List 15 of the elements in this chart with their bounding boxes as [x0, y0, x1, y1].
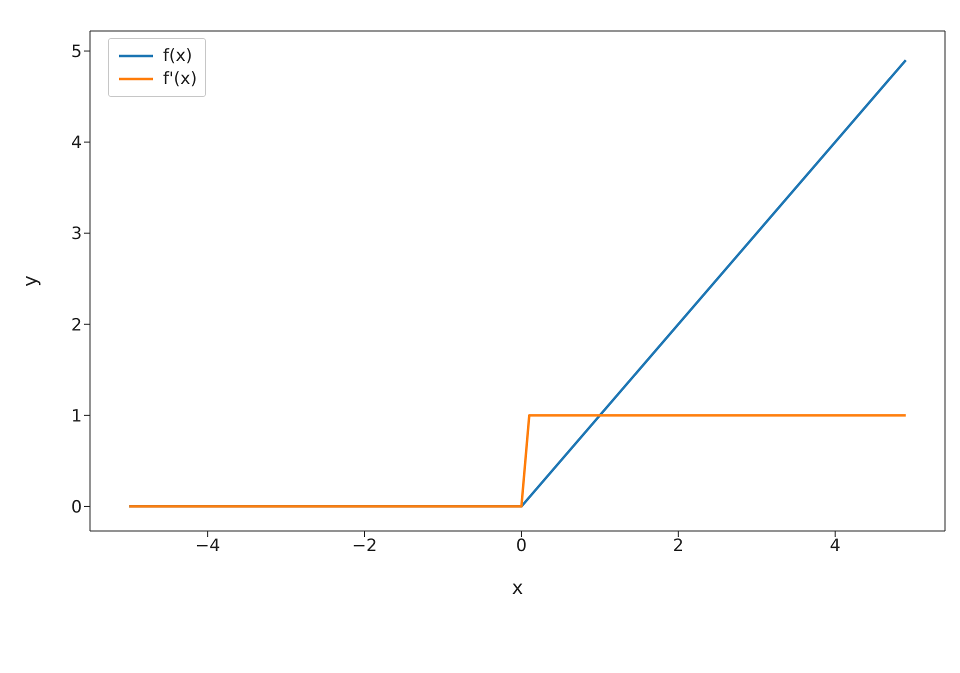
x-tick-label: 4: [830, 536, 841, 556]
x-axis-title: x: [512, 577, 524, 599]
x-tick-label: 0: [516, 536, 527, 556]
y-tick-label: 4: [71, 133, 82, 154]
y-tick-label: 1: [71, 406, 82, 426]
y-tick-label: 3: [71, 224, 82, 244]
x-tick-label: 2: [672, 536, 684, 556]
legend-label: f'(x): [163, 69, 197, 89]
x-tick-label: −4: [195, 536, 220, 556]
y-tick-label: 2: [71, 315, 82, 336]
x-tick-label: −2: [352, 536, 378, 556]
y-axis-title: y: [20, 275, 42, 287]
y-tick-label: 5: [71, 42, 82, 62]
legend-label: f(x): [163, 46, 192, 66]
y-tick-label: 0: [71, 497, 82, 518]
